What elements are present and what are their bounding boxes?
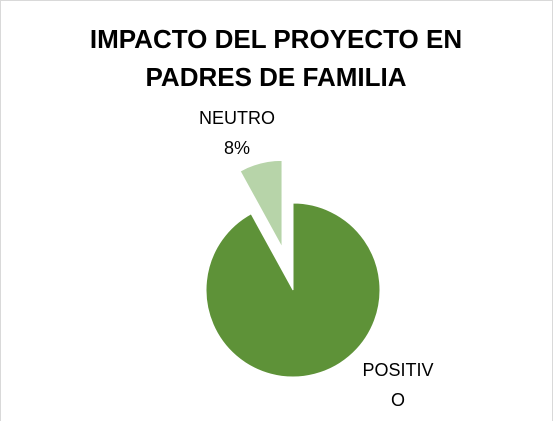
value-label: 8% <box>223 138 250 158</box>
category-label: NEUTRO <box>199 108 275 128</box>
slice-label: POSITIVO <box>358 355 438 415</box>
chart-title: IMPACTO DEL PROYECTO EN PADRES DE FAMILI… <box>89 24 463 92</box>
pie-slice <box>239 159 283 248</box>
slice-label: NEUTRO 8% <box>187 103 287 163</box>
category-label: POSITIVO <box>362 360 434 410</box>
pie-slice <box>205 202 381 378</box>
